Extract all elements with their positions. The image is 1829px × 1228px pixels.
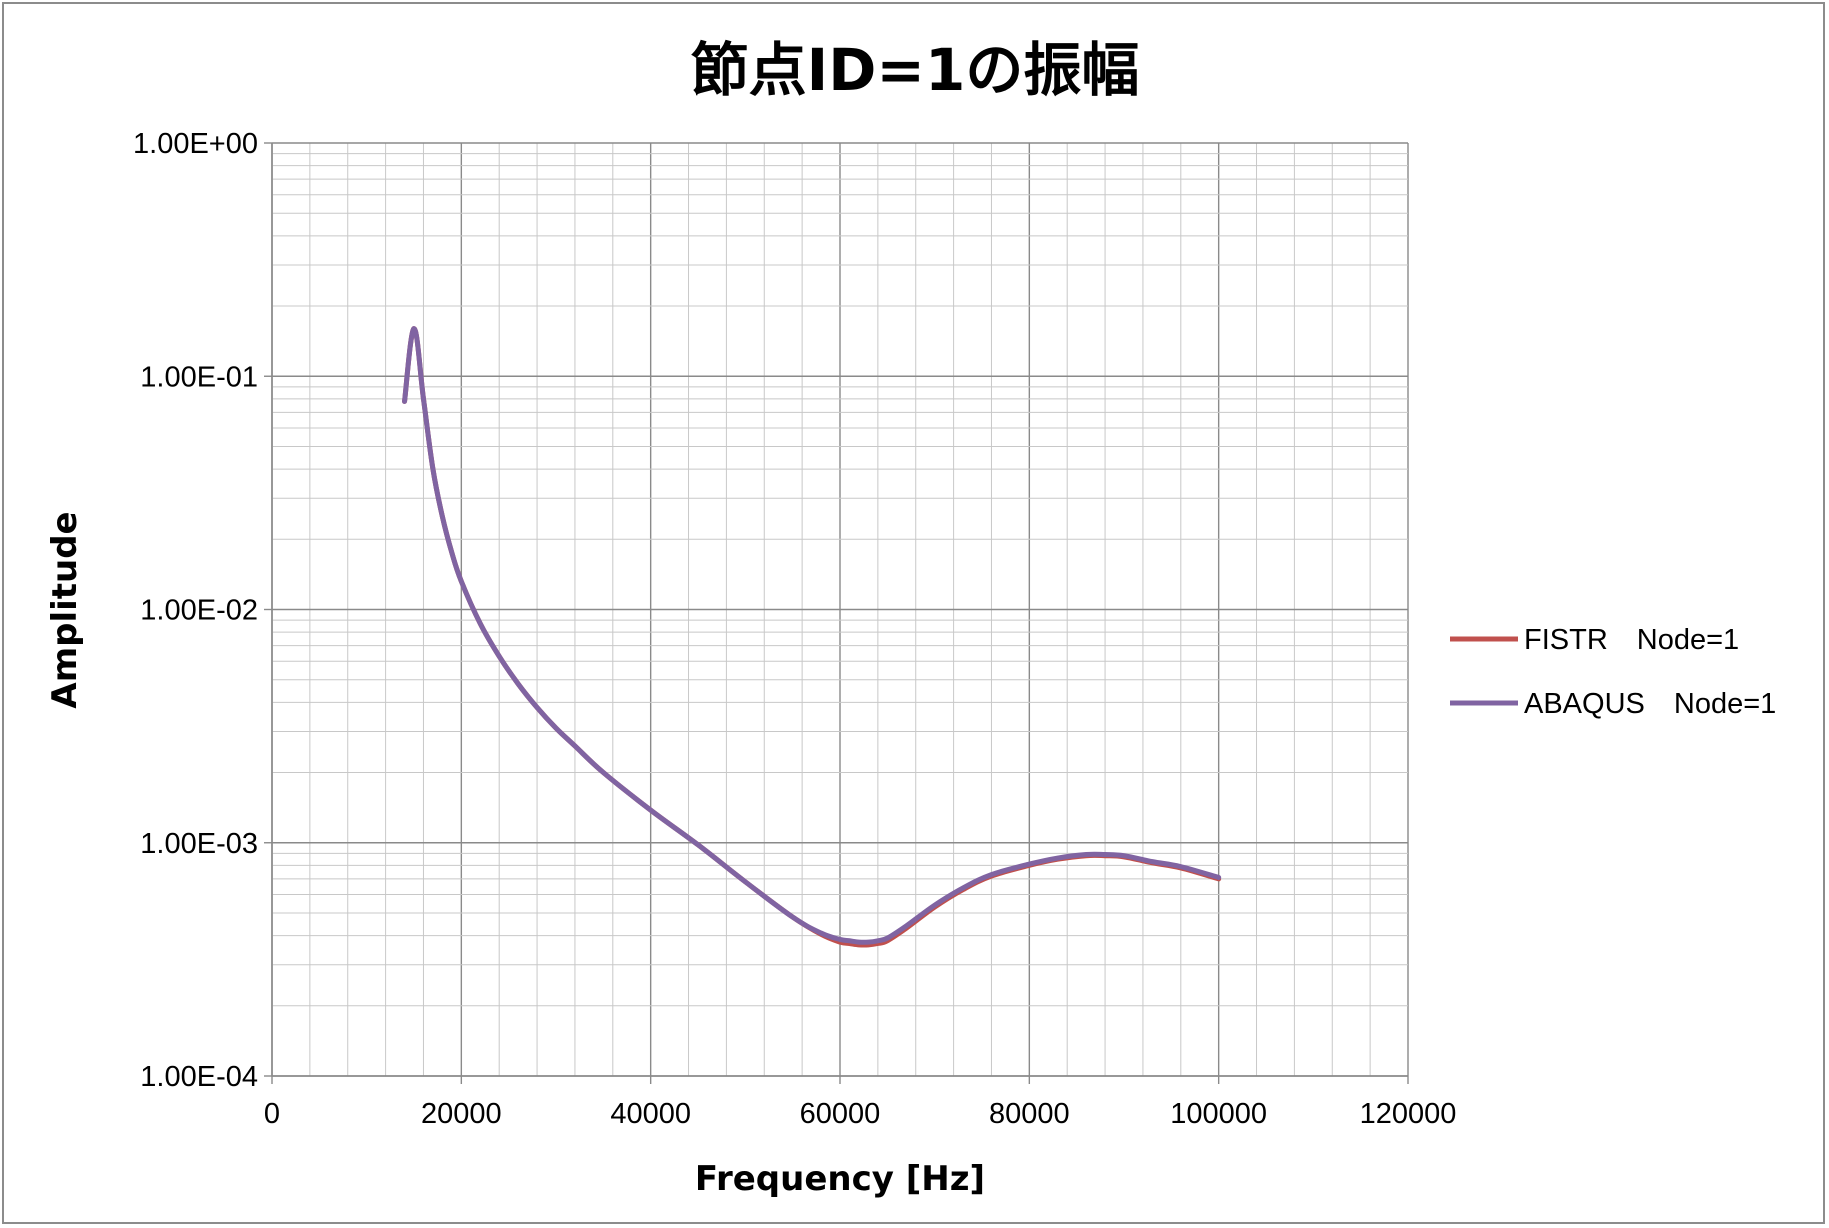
x-tick-label: 20000	[421, 1098, 502, 1130]
x-tick-label: 60000	[800, 1098, 881, 1130]
series-lines	[402, 326, 1222, 948]
y-tick-label: 1.00E-03	[140, 828, 258, 860]
x-axis-title: Frequency [Hz]	[695, 1159, 985, 1199]
x-tick-label: 80000	[989, 1098, 1070, 1130]
axes: 0 20000 40000 60000 80000 100000 120000 1.00E-0…	[133, 128, 1456, 1130]
y-axis-title: Amplitude	[45, 511, 85, 708]
x-tick-label: 120000	[1360, 1098, 1457, 1130]
legend: FISTR Node=1 ABAQUS Node=1	[1450, 624, 1776, 720]
x-tick-label: 100000	[1170, 1098, 1267, 1130]
legend-label-fistr: FISTR Node=1	[1524, 624, 1739, 656]
legend-entry-abaqus: ABAQUS Node=1	[1450, 688, 1776, 720]
y-tick-label: 1.00E-01	[140, 361, 258, 393]
grid	[271, 142, 1409, 1077]
x-tick-label: 40000	[610, 1098, 691, 1130]
legend-entry-fistr: FISTR Node=1	[1450, 624, 1739, 656]
y-tick-label: 1.00E+00	[133, 128, 258, 160]
y-tick-label: 1.00E-04	[140, 1061, 258, 1093]
chart-title: 節点ID=1の振幅	[691, 36, 1140, 104]
series-line-abaqus	[402, 326, 1222, 945]
x-tick-label: 0	[264, 1098, 280, 1130]
y-tick-label: 1.00E-02	[140, 595, 258, 627]
legend-label-abaqus: ABAQUS Node=1	[1524, 688, 1776, 720]
